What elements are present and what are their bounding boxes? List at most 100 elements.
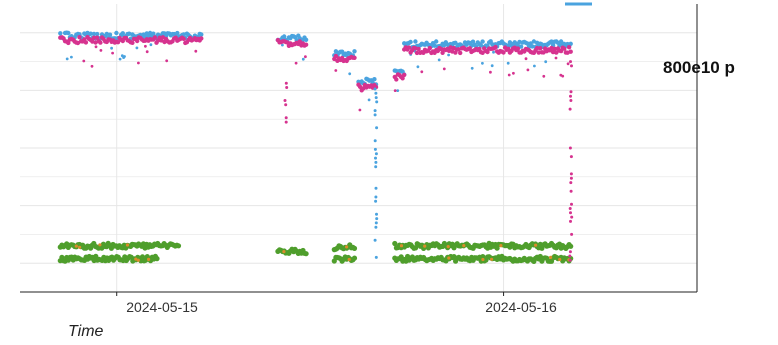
pink-outlier-point bbox=[165, 59, 169, 63]
blue-outlier-point bbox=[492, 50, 495, 54]
blue-trail-point bbox=[375, 217, 379, 221]
pink-point bbox=[501, 50, 506, 55]
pink-trail-point bbox=[569, 172, 573, 176]
pink-point bbox=[130, 40, 135, 45]
blue-trail-point bbox=[374, 160, 378, 164]
pink-outlier-point bbox=[442, 67, 446, 71]
pink-trail-point bbox=[568, 207, 572, 210]
pink-outlier-point bbox=[304, 55, 307, 59]
pink-outlier-point bbox=[524, 57, 528, 61]
pink-trail-point bbox=[568, 107, 572, 111]
green-point bbox=[175, 243, 182, 249]
blue-trail-point bbox=[374, 255, 378, 259]
orange-point bbox=[499, 244, 503, 248]
orange-point bbox=[549, 255, 553, 259]
orange-point bbox=[134, 257, 138, 261]
blue-point bbox=[434, 39, 439, 44]
blue-trail-point bbox=[374, 165, 378, 169]
blue-trail-point bbox=[374, 152, 378, 156]
orange-point bbox=[462, 244, 466, 248]
blue-point bbox=[549, 39, 554, 44]
orange-point bbox=[98, 243, 102, 247]
pink-point bbox=[562, 46, 567, 51]
pink-point bbox=[477, 46, 482, 52]
blue-point bbox=[95, 31, 100, 37]
green-point bbox=[351, 245, 358, 251]
pink-trail-point bbox=[285, 86, 289, 89]
pink-trail-point bbox=[569, 94, 572, 98]
blue-outlier-point bbox=[544, 60, 548, 64]
blue-trail-point bbox=[375, 100, 379, 104]
blue-point bbox=[58, 31, 63, 36]
blue-point bbox=[507, 40, 513, 45]
pink-trail-point bbox=[568, 146, 572, 150]
pink-point bbox=[77, 35, 82, 40]
pink-point bbox=[152, 35, 158, 40]
pink-point bbox=[406, 45, 412, 50]
pink-point bbox=[394, 77, 399, 82]
pink-outlier-point bbox=[358, 108, 362, 112]
pink-point bbox=[427, 45, 432, 51]
pink-trail-point bbox=[284, 103, 288, 107]
blue-outlier-point bbox=[120, 54, 124, 58]
pink-outlier-point bbox=[137, 61, 140, 65]
pink-point bbox=[566, 45, 572, 50]
pink-point bbox=[400, 76, 405, 81]
pink-trail-point bbox=[568, 250, 572, 254]
blue-outlier-point bbox=[70, 55, 73, 59]
blue-point bbox=[175, 30, 180, 36]
pink-point bbox=[538, 46, 543, 51]
green-point bbox=[494, 245, 500, 251]
value-annotation: 800e10 p bbox=[663, 58, 735, 77]
pink-point bbox=[199, 36, 204, 41]
pink-outlier-point bbox=[559, 73, 563, 77]
blue-trail-point bbox=[374, 96, 378, 100]
orange-point bbox=[446, 245, 450, 249]
orange-point bbox=[481, 257, 485, 262]
pink-point bbox=[440, 50, 445, 55]
blue-trail-point bbox=[374, 225, 378, 229]
blue-outlier-point bbox=[416, 65, 420, 69]
blue-outlier-point bbox=[506, 61, 510, 65]
blue-outlier-point bbox=[281, 43, 284, 47]
pink-outlier-point bbox=[489, 70, 492, 74]
blue-point bbox=[480, 39, 485, 44]
blue-point bbox=[453, 40, 458, 45]
orange-point bbox=[534, 243, 538, 247]
pink-trail-point bbox=[569, 90, 573, 94]
blue-trail-point bbox=[373, 109, 377, 113]
orange-point bbox=[347, 257, 351, 262]
pink-outlier-point bbox=[526, 68, 530, 72]
blue-outlier-point bbox=[123, 55, 126, 58]
pink-point bbox=[416, 46, 421, 52]
blue-outlier-point bbox=[65, 57, 69, 61]
pink-point bbox=[333, 53, 339, 59]
pink-outlier-point bbox=[566, 62, 570, 66]
blue-point bbox=[372, 77, 377, 82]
pink-point bbox=[402, 72, 407, 78]
orange-point bbox=[125, 243, 130, 247]
pink-trail-point bbox=[569, 176, 573, 180]
pink-point bbox=[98, 40, 103, 45]
blue-point bbox=[91, 31, 97, 37]
blue-trail-point bbox=[373, 147, 377, 151]
pink-trail-point bbox=[570, 232, 574, 236]
pink-outlier-point bbox=[144, 44, 147, 48]
pink-outlier-point bbox=[82, 59, 86, 63]
pink-point bbox=[568, 49, 573, 54]
pink-outlier-point bbox=[420, 70, 424, 74]
pink-point bbox=[83, 40, 89, 45]
blue-trail-point bbox=[375, 126, 379, 130]
data-points bbox=[57, 30, 574, 264]
blue-outlier-point bbox=[470, 66, 474, 70]
blue-trail-point bbox=[374, 91, 378, 95]
blue-outlier-point bbox=[396, 89, 400, 92]
blue-point bbox=[107, 32, 113, 37]
pink-outlier-point bbox=[512, 71, 515, 75]
blue-point bbox=[282, 34, 287, 39]
pink-trail-point bbox=[569, 211, 572, 215]
pink-outlier-point bbox=[507, 73, 511, 77]
blue-point bbox=[114, 30, 119, 36]
blue-point bbox=[199, 32, 204, 37]
blue-outlier-point bbox=[118, 57, 122, 61]
